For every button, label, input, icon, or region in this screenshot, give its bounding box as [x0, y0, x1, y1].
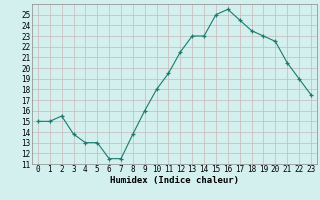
X-axis label: Humidex (Indice chaleur): Humidex (Indice chaleur) — [110, 176, 239, 185]
